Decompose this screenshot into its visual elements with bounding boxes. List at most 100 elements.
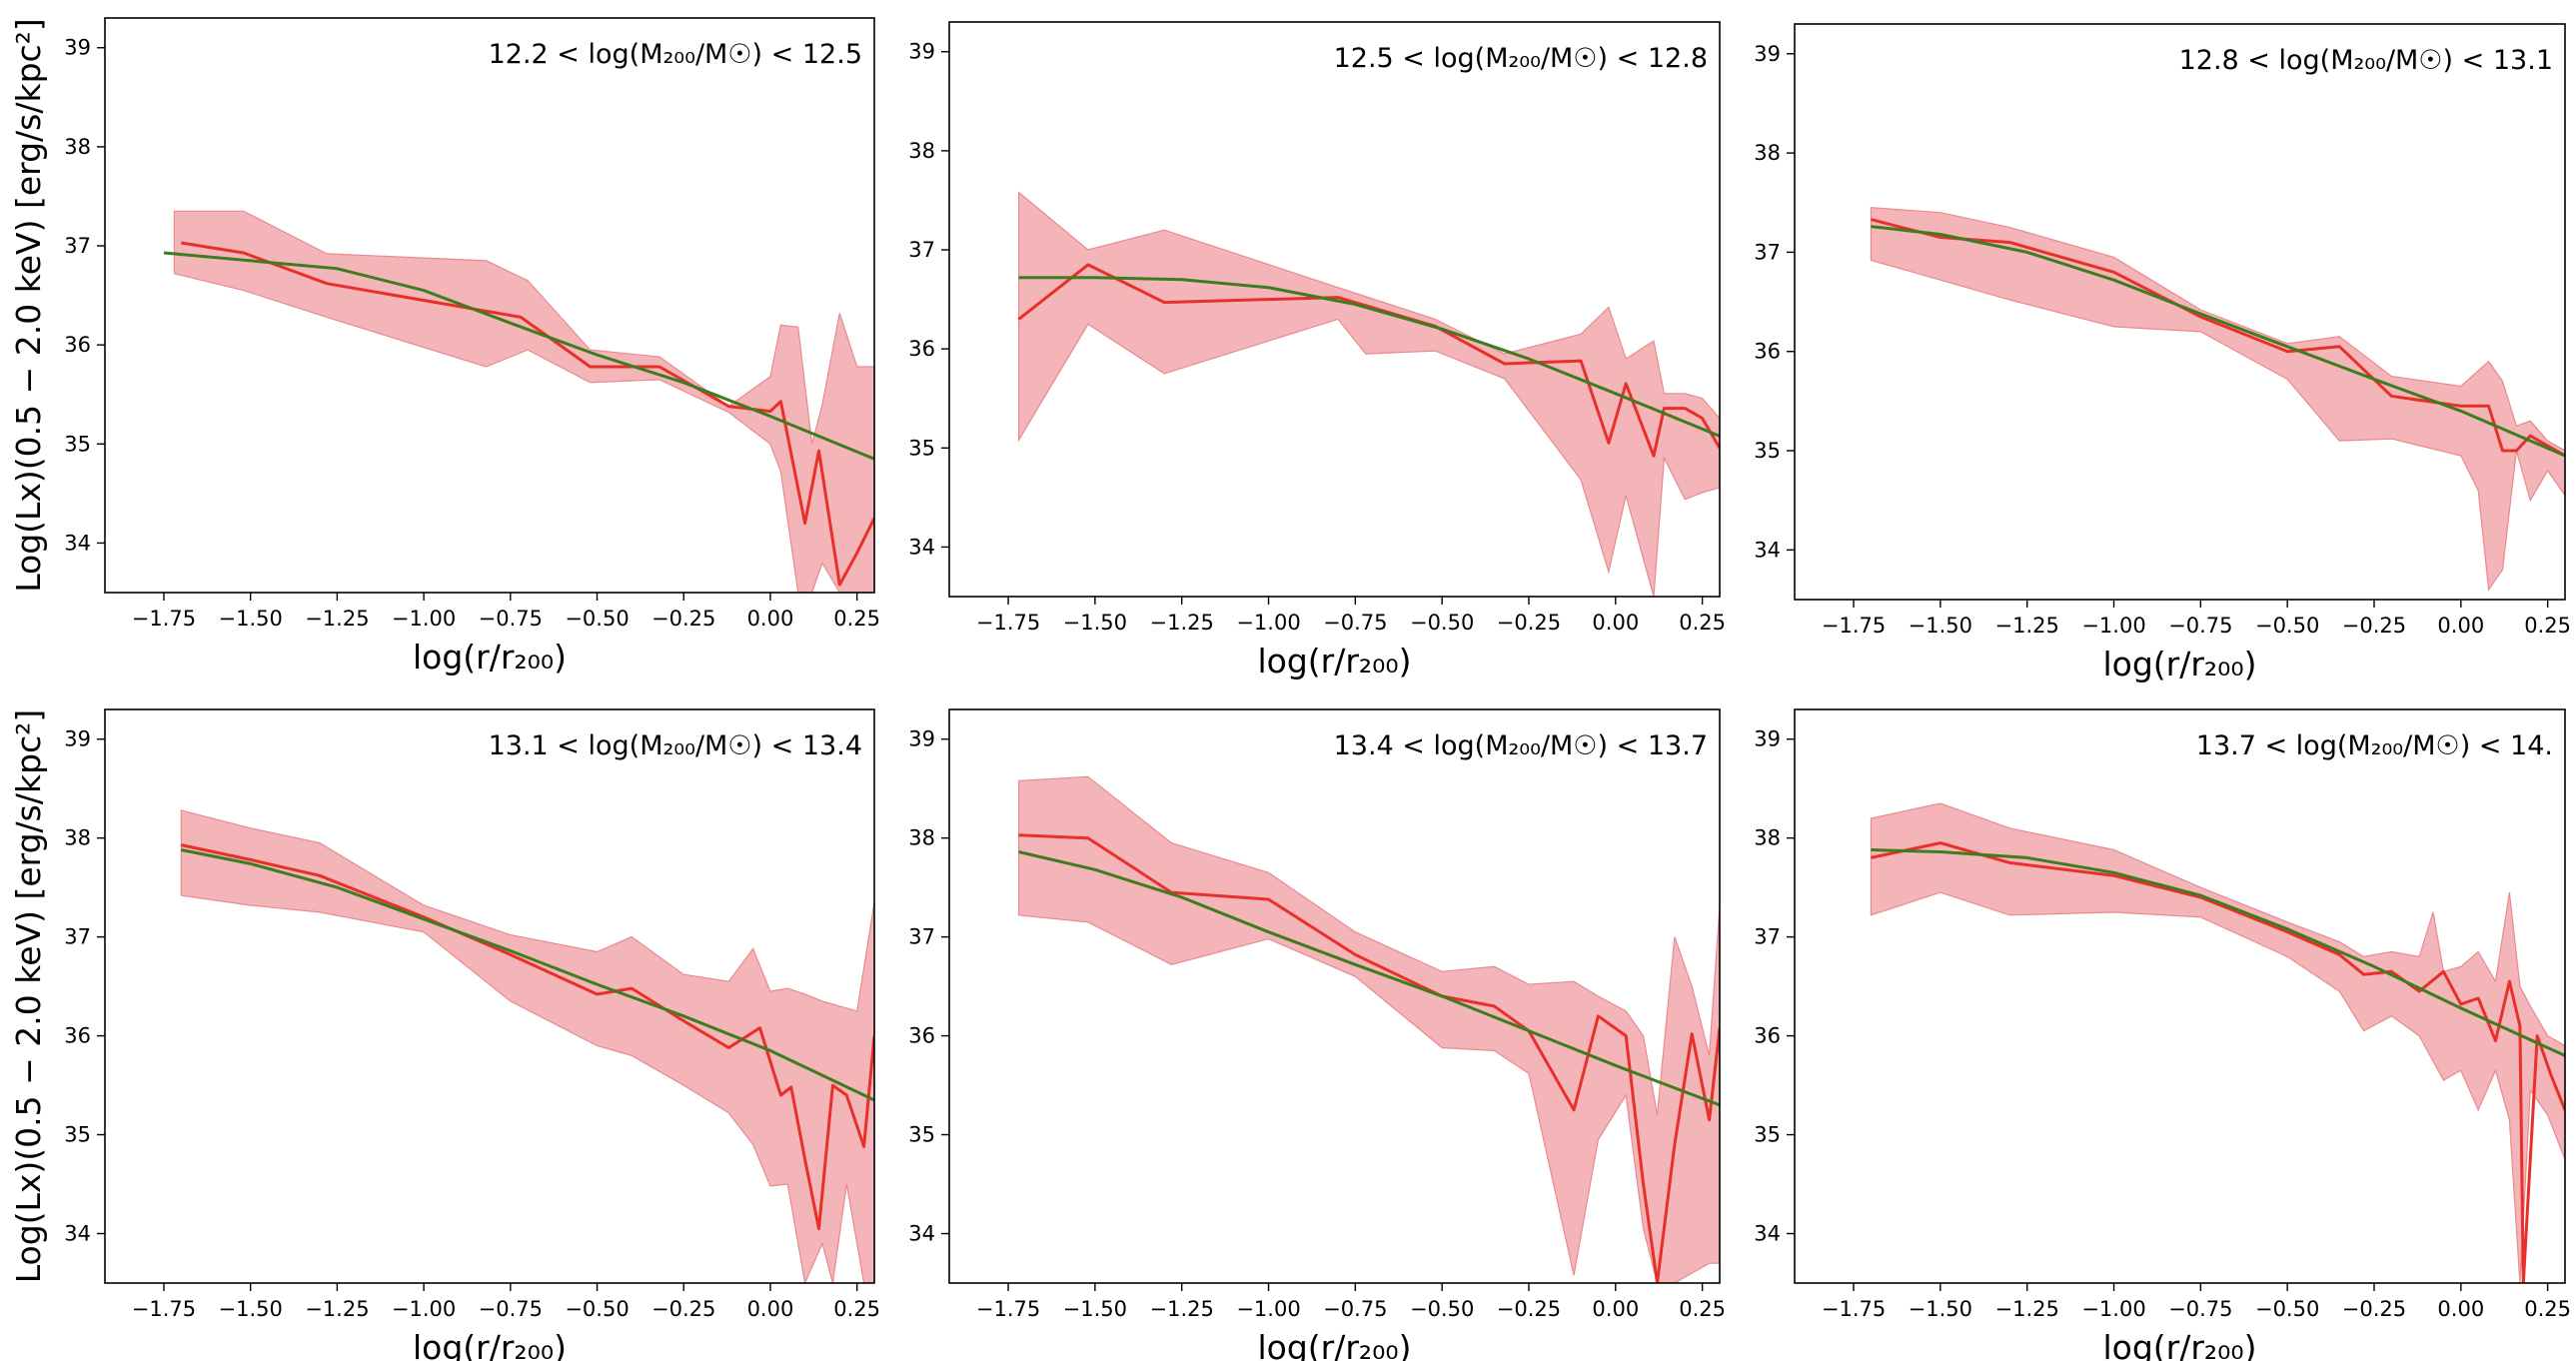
x-tick-label: −1.25 [1995,1297,2059,1321]
panel-title: 12.5 < log(M₂₀₀/M☉) < 12.8 [1334,43,1708,74]
y-tick-label: 35 [64,432,91,456]
x-tick-label: −0.25 [2342,1297,2406,1321]
y-tick-label: 34 [908,535,935,559]
axes-frame [104,708,875,1284]
x-tick-label: −1.75 [976,611,1040,635]
x-tick-label: 0.00 [2437,614,2484,638]
fit-line [1871,225,2565,458]
axes-frame [948,21,1721,598]
plot-area [1870,207,2565,592]
x-tick-label: −1.75 [1822,614,1886,638]
y-tick-label: 39 [908,727,935,751]
x-tick-label: −1.50 [1063,611,1127,635]
y-tick-label: 37 [908,238,935,262]
x-tick-label: −0.50 [1410,611,1474,635]
x-tick-label: −1.00 [2081,614,2145,638]
y-tick-label: 36 [64,333,91,357]
x-axis-label: log(r/r₂₀₀) [1258,1328,1412,1361]
y-tick-label: 36 [908,1024,935,1048]
panel-title: 13.1 < log(M₂₀₀/M☉) < 13.4 [489,730,862,761]
x-tick-label: 0.00 [1592,1297,1639,1321]
x-tick-label: −0.50 [565,1297,629,1321]
x-tick-label: −1.00 [1236,1297,1300,1321]
x-tick-label: 0.25 [1679,1297,1726,1321]
y-tick-label: 38 [908,826,935,850]
x-tick-label: −0.75 [479,607,543,631]
band-area [1870,802,2565,1283]
x-axis-label: log(r/r₂₀₀) [413,638,567,677]
plot-area [1017,191,1720,597]
y-tick-label: 37 [1754,925,1781,949]
y-tick-label: 37 [64,925,91,949]
x-tick-label: −1.00 [2081,1297,2145,1321]
x-tick-label: −1.75 [132,607,196,631]
plot-area [180,809,874,1283]
x-tick-label: 0.00 [747,1297,794,1321]
x-tick-label: −0.25 [651,1297,715,1321]
x-tick-label: −1.50 [218,1297,282,1321]
panel-title: 13.7 < log(M₂₀₀/M☉) < 14. [2196,730,2553,761]
x-tick-label: 0.25 [833,1297,880,1321]
x-axis-label: log(r/r₂₀₀) [1258,642,1412,680]
y-tick-label: 39 [1754,42,1781,66]
y-tick-label: 38 [64,135,91,159]
x-tick-label: −0.75 [1323,1297,1387,1321]
chart-panel-5: −1.75 −1.50 −1.25 −1.00 −0.75 −0.50 −0.25 0.00 0… [908,708,1726,1361]
x-axis-label: log(r/r₂₀₀) [2103,1328,2257,1361]
x-tick-label: −1.50 [1909,1297,1972,1321]
x-tick-label: −0.25 [1497,1297,1561,1321]
band-area [1017,775,1720,1283]
y-tick-label: 34 [908,1222,935,1246]
y-tick-label: 39 [64,727,91,751]
chart-panel-4: −1.75 −1.50 −1.25 −1.00 −0.75 −0.50 −0.25 0.00 0… [9,708,880,1361]
y-tick-label: 34 [1754,1222,1781,1246]
fit-line [163,251,874,461]
x-tick-label: −0.50 [1410,1297,1474,1321]
y-tick-label: 35 [64,1123,91,1147]
y-axis-label: Log(Lx)(0.5 − 2.0 keV) [erg/s/kpc²] [9,18,48,593]
x-tick-label: −1.00 [392,1297,456,1321]
x-tick-label: −0.75 [2168,1297,2232,1321]
chart-panel-6: −1.75 −1.50 −1.25 −1.00 −0.75 −0.50 −0.25 0.00 0… [1754,708,2571,1361]
median-line [1017,263,1720,458]
x-tick-label: −1.75 [132,1297,196,1321]
band-area [173,210,874,593]
median-line [1018,833,1720,1283]
fit-line [1018,850,1720,1107]
y-tick-label: 36 [1754,1024,1781,1048]
y-tick-label: 36 [908,337,935,361]
x-tick-label: −0.75 [479,1297,543,1321]
x-tick-label: −1.75 [1822,1297,1886,1321]
x-tick-label: 0.00 [747,607,794,631]
x-tick-label: −1.25 [1995,614,2059,638]
x-tick-label: −1.25 [305,607,369,631]
y-tick-label: 37 [1754,240,1781,264]
median-line [1871,218,2565,458]
chart-panel-1: −1.75 −1.50 −1.25 −1.00 −0.75 −0.50 −0.25 0.00 0… [9,17,880,677]
y-tick-label: 34 [64,531,91,555]
y-tick-label: 39 [1754,727,1781,751]
chart-panel-2: −1.75 −1.50 −1.25 −1.00 −0.75 −0.50 −0.25 0.00 0… [908,21,1726,680]
x-tick-label: 0.25 [2524,1297,2571,1321]
x-tick-label: 0.00 [2437,1297,2484,1321]
x-tick-label: −1.00 [1236,611,1300,635]
y-tick-label: 34 [64,1222,91,1246]
y-tick-label: 37 [908,925,935,949]
x-tick-label: −0.25 [1497,611,1561,635]
x-axis-label: log(r/r₂₀₀) [2103,645,2257,683]
median-line [1871,841,2565,1283]
panel-title: 12.8 < log(M₂₀₀/M☉) < 13.1 [2179,45,2553,76]
fit-line [1871,848,2565,1057]
plot-area [1870,802,2565,1283]
y-axis-label: Log(Lx)(0.5 − 2.0 keV) [erg/s/kpc²] [9,709,48,1284]
plot-area [163,210,874,593]
y-tick-label: 35 [1754,1123,1781,1147]
y-tick-label: 38 [64,826,91,850]
x-tick-label: −1.00 [392,607,456,631]
y-tick-label: 36 [1754,340,1781,364]
x-tick-label: −1.25 [305,1297,369,1321]
y-tick-label: 38 [1754,141,1781,165]
x-tick-label: −0.50 [565,607,629,631]
y-tick-label: 38 [1754,826,1781,850]
